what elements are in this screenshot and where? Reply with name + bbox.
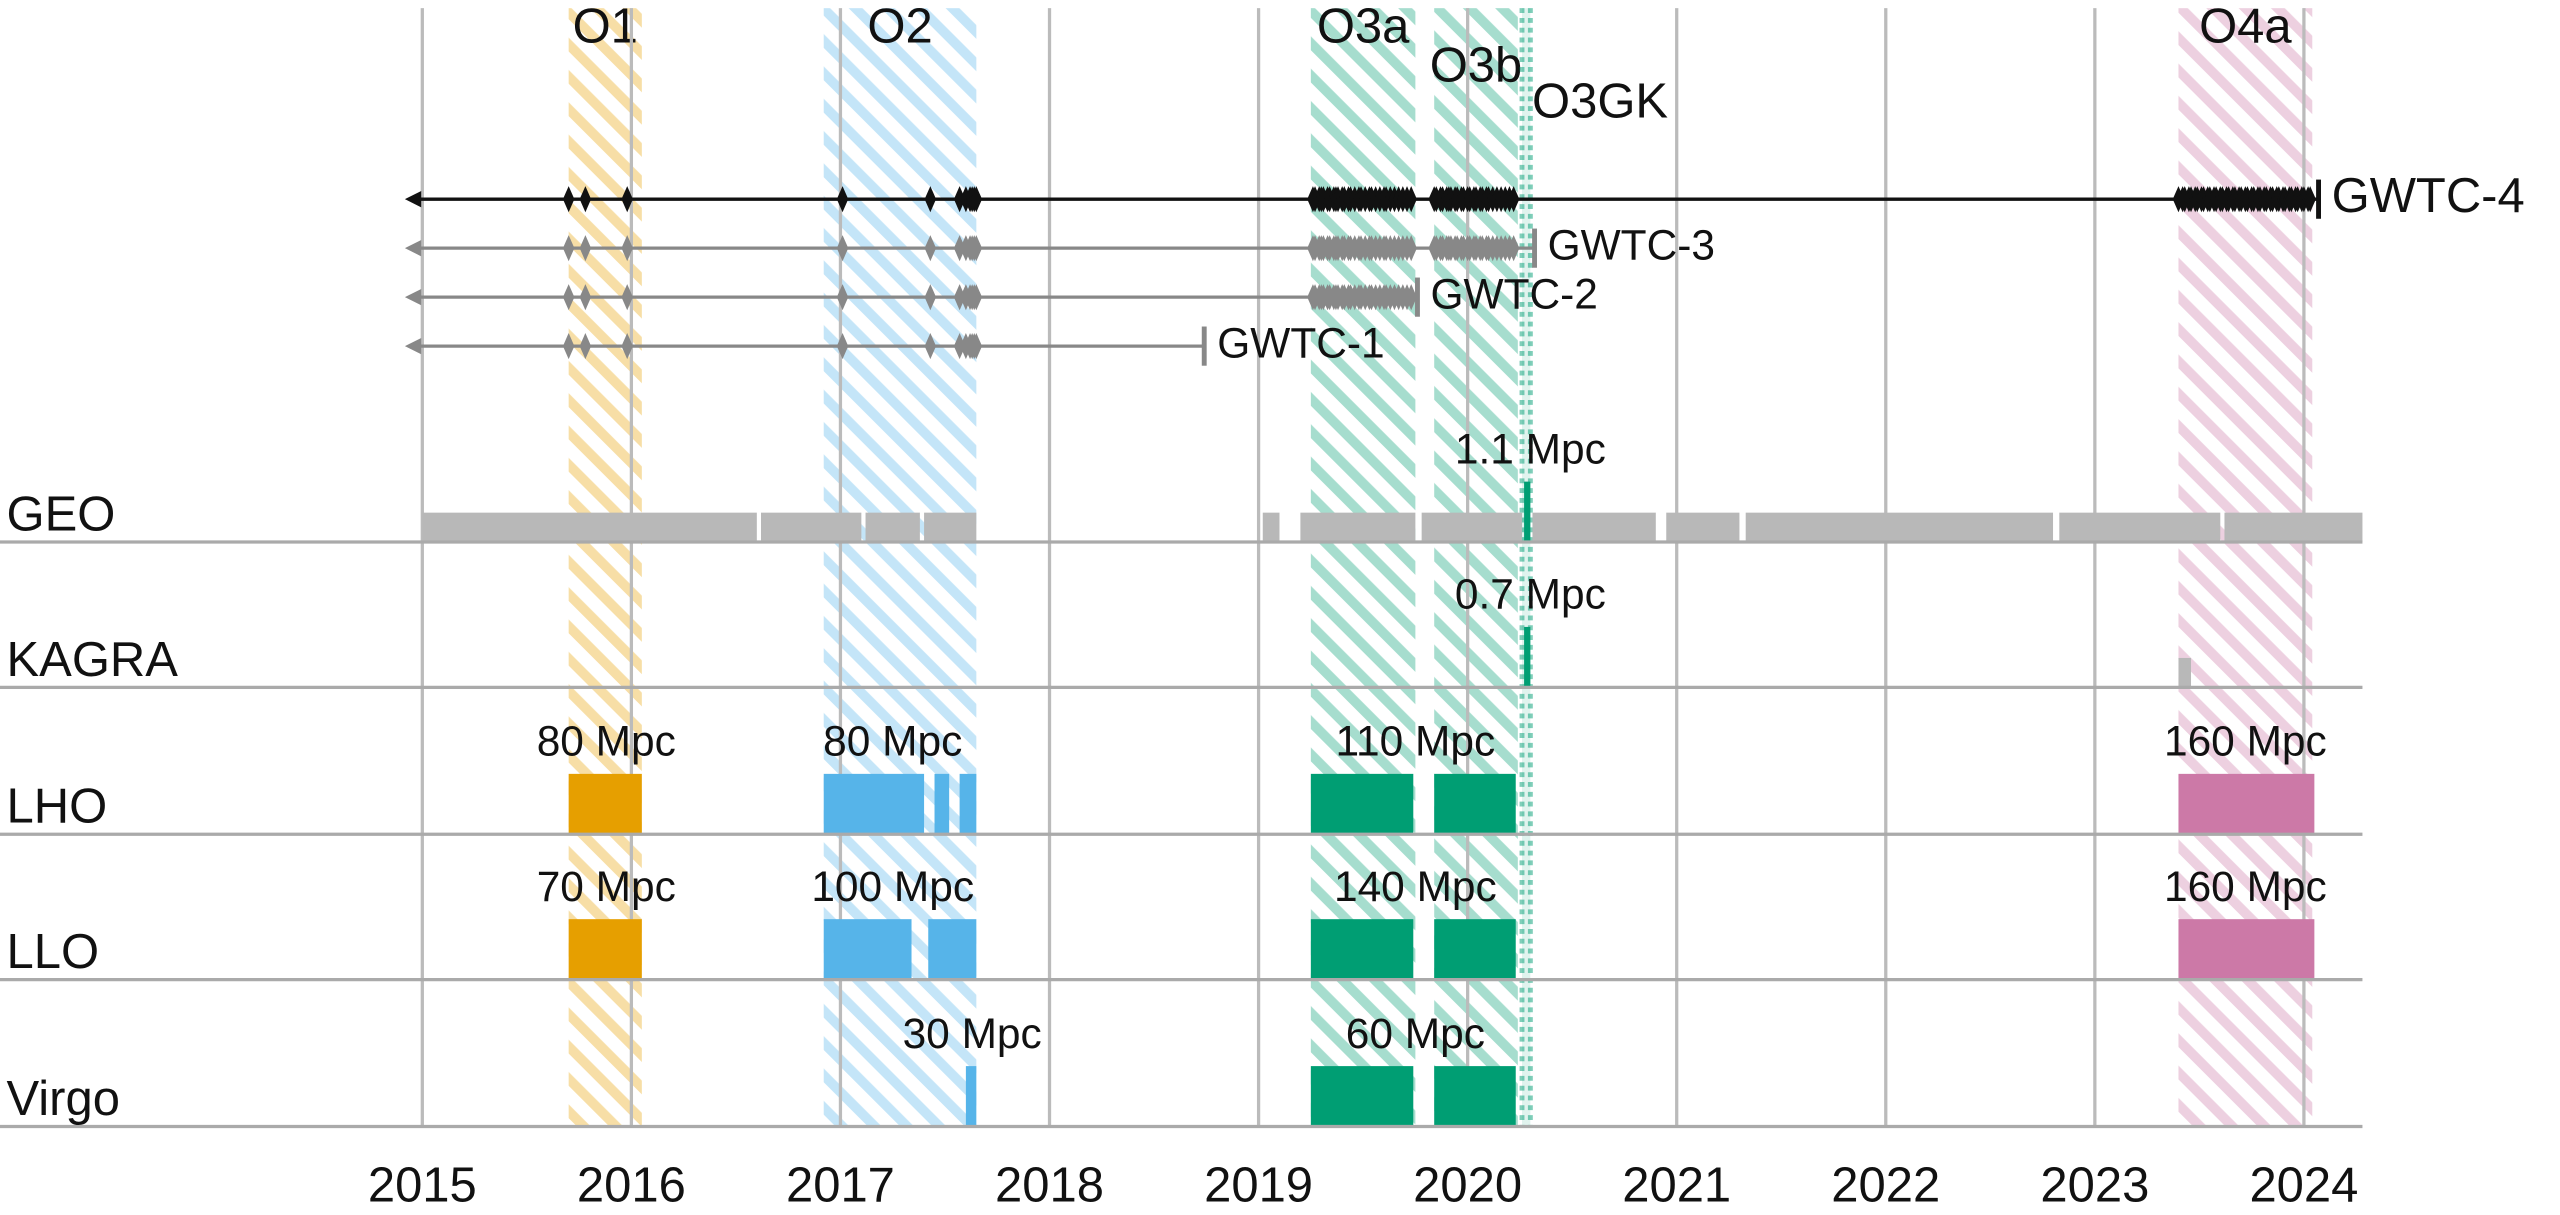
x-tick-label: 2017 — [786, 1158, 895, 1212]
range-label: 1.1 Mpc — [1455, 425, 1606, 472]
catalog-arrow — [404, 239, 422, 257]
segment — [1524, 626, 1531, 688]
run-band — [1522, 8, 1531, 1127]
segment — [1532, 512, 1656, 543]
segment — [1421, 512, 1523, 543]
segment — [2059, 512, 2221, 543]
event-marker — [836, 186, 849, 213]
x-tick-label: 2021 — [1622, 1158, 1731, 1212]
event-marker — [1507, 186, 1520, 213]
segment — [1310, 919, 1414, 980]
event-marker — [579, 235, 592, 262]
detector-label: LHO — [7, 780, 108, 834]
range-label: 80 Mpc — [537, 718, 676, 765]
segment — [2224, 512, 2363, 543]
segment — [422, 512, 757, 543]
catalog-arrow — [404, 191, 422, 208]
segment — [965, 1066, 977, 1127]
detector-label: GEO — [7, 487, 116, 541]
segment — [1434, 773, 1516, 835]
x-tick-label: 2019 — [1204, 1158, 1313, 1212]
x-tick-label: 2018 — [995, 1158, 1104, 1212]
segment — [1310, 773, 1414, 835]
range-label: 80 Mpc — [823, 718, 962, 765]
run-label: O4a — [2199, 0, 2292, 53]
x-tick-label: 2016 — [577, 1158, 686, 1212]
segment — [568, 919, 642, 980]
segment — [823, 919, 912, 980]
segment — [865, 512, 920, 543]
segment — [823, 773, 925, 835]
event-marker — [970, 284, 983, 311]
range-label: 70 Mpc — [537, 863, 676, 910]
detector-label: LLO — [7, 925, 100, 979]
event-marker — [2304, 186, 2316, 213]
x-tick-label: 2015 — [368, 1158, 477, 1212]
event-marker — [970, 235, 983, 262]
segment — [1310, 1066, 1414, 1127]
segment — [1300, 512, 1416, 543]
run-label: O3a — [1317, 0, 1410, 53]
range-label: 110 Mpc — [1336, 718, 1496, 765]
segment — [2178, 919, 2315, 980]
segment — [568, 773, 642, 835]
catalog-label: GWTC-4 — [2332, 169, 2525, 223]
event-marker — [579, 284, 592, 311]
event-marker — [836, 284, 849, 311]
segment — [959, 773, 977, 835]
range-label: 100 Mpc — [811, 863, 974, 910]
run-label: O1 — [573, 0, 638, 53]
run-label: O2 — [867, 0, 932, 53]
segment — [1745, 512, 2054, 543]
event-marker — [970, 186, 983, 213]
run-label: O3GK — [1532, 74, 1668, 128]
segment — [934, 773, 950, 835]
x-tick-label: 2023 — [2040, 1158, 2149, 1212]
segment — [1524, 481, 1531, 543]
range-label: 0.7 Mpc — [1455, 571, 1606, 618]
catalog-arrow — [404, 288, 422, 306]
event-marker — [953, 235, 966, 262]
event-marker — [953, 284, 966, 311]
range-label: 30 Mpc — [903, 1010, 1042, 1057]
segment — [2178, 657, 2192, 688]
x-tick-label: 2020 — [1413, 1158, 1522, 1212]
segment — [1262, 512, 1280, 543]
segment — [1434, 1066, 1516, 1127]
catalog-label: GWTC-1 — [1217, 319, 1384, 366]
segment — [1666, 512, 1740, 543]
event-marker — [1405, 186, 1417, 213]
segment — [761, 512, 862, 543]
event-marker — [953, 186, 966, 213]
event-marker — [836, 235, 849, 262]
detector-label: KAGRA — [7, 633, 179, 687]
catalog-label: GWTC-2 — [1431, 270, 1598, 317]
range-label: 160 Mpc — [2164, 718, 2327, 765]
segment — [1434, 919, 1516, 980]
catalog-label: GWTC-3 — [1548, 221, 1715, 268]
event-marker — [579, 186, 592, 213]
catalog-arrow — [404, 337, 422, 355]
event-marker — [1405, 284, 1417, 311]
range-label: 160 Mpc — [2164, 863, 2327, 910]
detector-label: Virgo — [7, 1072, 120, 1126]
segment — [924, 512, 977, 543]
event-marker — [1405, 235, 1417, 262]
x-tick-label: 2024 — [2249, 1158, 2358, 1212]
range-label: 60 Mpc — [1346, 1010, 1485, 1057]
range-label: 140 Mpc — [1334, 863, 1497, 910]
segment — [2178, 773, 2315, 835]
event-marker — [1507, 235, 1520, 262]
x-tick-label: 2022 — [1831, 1158, 1940, 1212]
segment — [928, 919, 977, 980]
run-label: O3b — [1430, 39, 1523, 93]
